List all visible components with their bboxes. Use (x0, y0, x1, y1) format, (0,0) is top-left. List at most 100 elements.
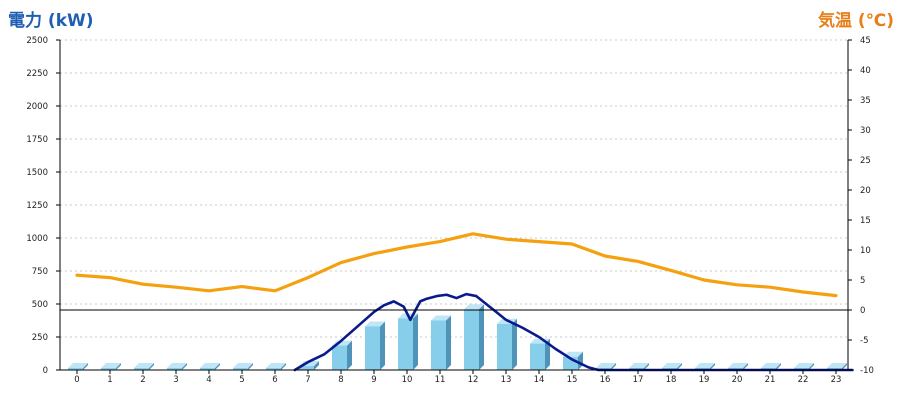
gridlines (60, 39, 848, 338)
power-line (293, 292, 854, 372)
bar-front (332, 345, 347, 370)
x-tick-label: 19 (699, 375, 710, 385)
bar-side (314, 361, 319, 370)
left-axis-title: 電力 (kW) (8, 11, 94, 31)
bar-top (431, 315, 451, 321)
right-tick-label: 20 (860, 186, 871, 196)
bar-top (761, 363, 781, 368)
bar (464, 304, 484, 370)
bar (365, 321, 385, 370)
x-tick-label: 9 (371, 375, 376, 385)
bar-top (596, 363, 616, 368)
left-tick-label: 2000 (26, 102, 48, 112)
series-lines (75, 232, 854, 372)
bar-front (530, 343, 545, 370)
x-tick-label: 20 (732, 375, 743, 385)
x-tick-label: 13 (501, 375, 512, 385)
temperature-line (75, 232, 838, 298)
right-tick-label: 35 (860, 96, 871, 106)
bar (266, 363, 286, 370)
bar-top (728, 363, 748, 368)
right-tick-label: 30 (860, 126, 871, 136)
bar-front (497, 323, 512, 370)
bar-front (464, 309, 479, 370)
left-tick-label: 1000 (26, 234, 48, 244)
bar-side (248, 363, 253, 370)
bar-top (629, 363, 649, 368)
bar-front (398, 318, 413, 370)
bar-side (149, 363, 154, 370)
left-tick-label: 0 (43, 366, 48, 376)
right-axis-title: 気温 (℃) (817, 11, 894, 31)
x-tick-label: 4 (206, 375, 211, 385)
left-tick-label: 750 (32, 267, 48, 277)
right-tick-label: 10 (860, 246, 871, 256)
x-tick-label: 2 (140, 375, 145, 385)
bar-front (431, 320, 446, 370)
left-tick-label: 1500 (26, 168, 48, 178)
x-tick-label: 7 (305, 375, 310, 385)
bar-top (68, 363, 88, 368)
x-tick-label: 21 (765, 375, 776, 385)
x-tick-label: 22 (798, 375, 809, 385)
right-tick-label: 5 (860, 276, 865, 286)
bar (530, 338, 550, 370)
bar-side (512, 318, 517, 370)
bar (68, 363, 88, 370)
left-tick-label: 1750 (26, 135, 48, 145)
bar (233, 363, 253, 370)
bar-side (842, 363, 847, 370)
bar-front (200, 368, 215, 370)
bar (497, 318, 517, 370)
right-tick-label: -10 (860, 366, 874, 376)
x-tick-label: 23 (831, 375, 842, 385)
bar-side (644, 363, 649, 370)
bar-side (677, 363, 682, 370)
bar-front (365, 326, 380, 370)
x-tick-label: 18 (666, 375, 677, 385)
x-tick-label: 12 (468, 375, 479, 385)
bar-side (809, 363, 814, 370)
right-tick-label: 25 (860, 156, 871, 166)
right-tick-label: 45 (860, 36, 871, 46)
x-tick-label: 5 (239, 375, 244, 385)
x-tick-label: 11 (435, 375, 446, 385)
x-tick-label: 8 (338, 375, 343, 385)
right-tick-label: 0 (860, 306, 865, 316)
bar-side (281, 363, 286, 370)
bar-side (479, 304, 484, 370)
bar-top (695, 363, 715, 368)
bar-side (83, 363, 88, 370)
x-tick-label: 17 (633, 375, 644, 385)
left-tick-label: 1250 (26, 201, 48, 211)
bar-top (794, 363, 814, 368)
x-tick-label: 14 (534, 375, 545, 385)
bar-front (134, 368, 149, 370)
right-tick-label: 15 (860, 216, 871, 226)
x-tick-label: 15 (567, 375, 578, 385)
bar-top (827, 363, 847, 368)
right-tick-label: -5 (860, 336, 868, 346)
x-tick-label: 6 (272, 375, 277, 385)
bar-side (611, 363, 616, 370)
bar-side (380, 321, 385, 370)
bar (134, 363, 154, 370)
left-tick-label: 2500 (26, 36, 48, 46)
bar-side (743, 363, 748, 370)
left-tick-label: 2250 (26, 69, 48, 79)
bar-front (101, 368, 116, 370)
bar-side (776, 363, 781, 370)
x-tick-label: 16 (600, 375, 611, 385)
bar-side (446, 315, 451, 370)
axes (56, 39, 852, 374)
bar-top (200, 363, 220, 368)
bar-top (233, 363, 253, 368)
bar-top (134, 363, 154, 368)
bar-top (464, 304, 484, 310)
x-tick-label: 1 (107, 375, 112, 385)
bar (167, 363, 187, 370)
bar-top (266, 363, 286, 368)
x-tick-label: 10 (402, 375, 413, 385)
bar-top (167, 363, 187, 368)
